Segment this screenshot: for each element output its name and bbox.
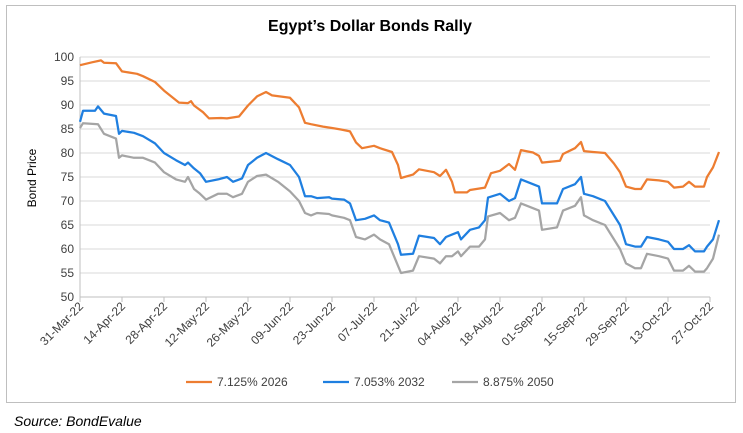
y-tick-label: 80 [61,146,75,160]
y-tick-label: 50 [61,290,75,304]
series-lines [78,59,721,275]
x-tick-label: 27-Oct-22 [668,299,716,347]
legend-label-2: 7.053% 2032 [354,375,425,389]
series-line-3 [79,122,721,275]
legend-label-1: 7.125% 2026 [217,375,288,389]
y-tick-label: 70 [61,194,75,208]
x-tick-label: 04-Aug-22 [415,299,465,349]
x-tick-label: 15-Sep-22 [541,299,591,349]
y-tick-label: 55 [61,266,75,280]
line-chart: Egypt’s Dollar Bonds Rally Bond Price 50… [25,18,721,389]
y-tick-label: 90 [61,98,75,112]
y-tick-label: 65 [61,218,75,232]
x-tick-label: 07-Jul-22 [335,299,381,345]
y-tick-label: 75 [61,170,75,184]
x-tick-label: 09-Jun-22 [248,299,296,347]
y-tick-label: 60 [61,242,75,256]
y-tick-label: 100 [54,50,74,64]
series-line-1 [79,59,721,194]
x-tick-label: 13-Oct-22 [626,299,674,347]
x-tick-label: 31-Mar-22 [37,299,86,348]
x-tick-label: 01-Sep-22 [499,299,549,349]
chart-title: Egypt’s Dollar Bonds Rally [268,18,472,35]
y-tick-label: 95 [61,74,75,88]
y-axis-label: Bond Price [25,148,39,207]
axes: 50 55 60 65 70 75 80 85 90 95 100 31-Mar-2214-Apr-2… [37,50,716,350]
legend: 7.125% 2026 7.053% 2032 8.875% 2050 [186,375,554,389]
source-note: Source: BondEvalue [14,413,142,429]
x-tick-label: 23-Jun-22 [290,299,338,347]
legend-label-3: 8.875% 2050 [483,375,554,389]
x-tick-label: 18-Aug-22 [457,299,507,349]
series-line-2 [78,105,721,256]
x-tick-label: 14-Apr-22 [80,299,128,347]
x-tick-label: 29-Sep-22 [583,299,633,349]
y-tick-label: 85 [61,122,75,136]
x-tick-label: 26-May-22 [204,299,255,350]
